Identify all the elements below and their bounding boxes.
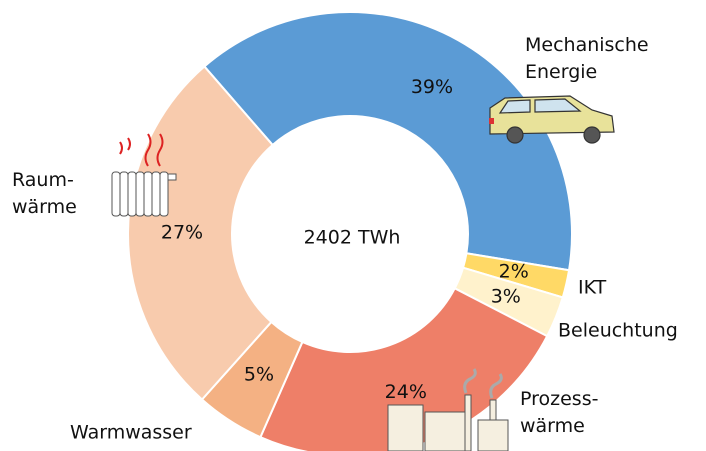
value-label: 24%	[385, 381, 427, 403]
category-label: Mechanische Energie	[525, 34, 649, 83]
value-label: 2%	[499, 260, 529, 282]
slices	[127, 11, 573, 451]
center-label: 2402 TWh	[304, 227, 401, 249]
slice	[259, 286, 549, 451]
value-label: 3%	[491, 285, 521, 307]
slice	[127, 65, 274, 401]
radiator-icon	[111, 133, 177, 217]
category-label: IKT	[578, 277, 607, 299]
value-label: 27%	[161, 221, 203, 243]
category-label: Beleuchtung	[558, 320, 678, 342]
slice	[202, 11, 573, 272]
category-label: Raum-wärme	[12, 169, 77, 218]
value-label: 39%	[411, 76, 453, 98]
value-label: 5%	[244, 364, 274, 386]
factory-icon	[387, 368, 509, 451]
category-label: Prozess-wärme	[520, 388, 598, 437]
car-icon	[489, 95, 615, 144]
category-label: Warmwasser	[70, 422, 192, 444]
